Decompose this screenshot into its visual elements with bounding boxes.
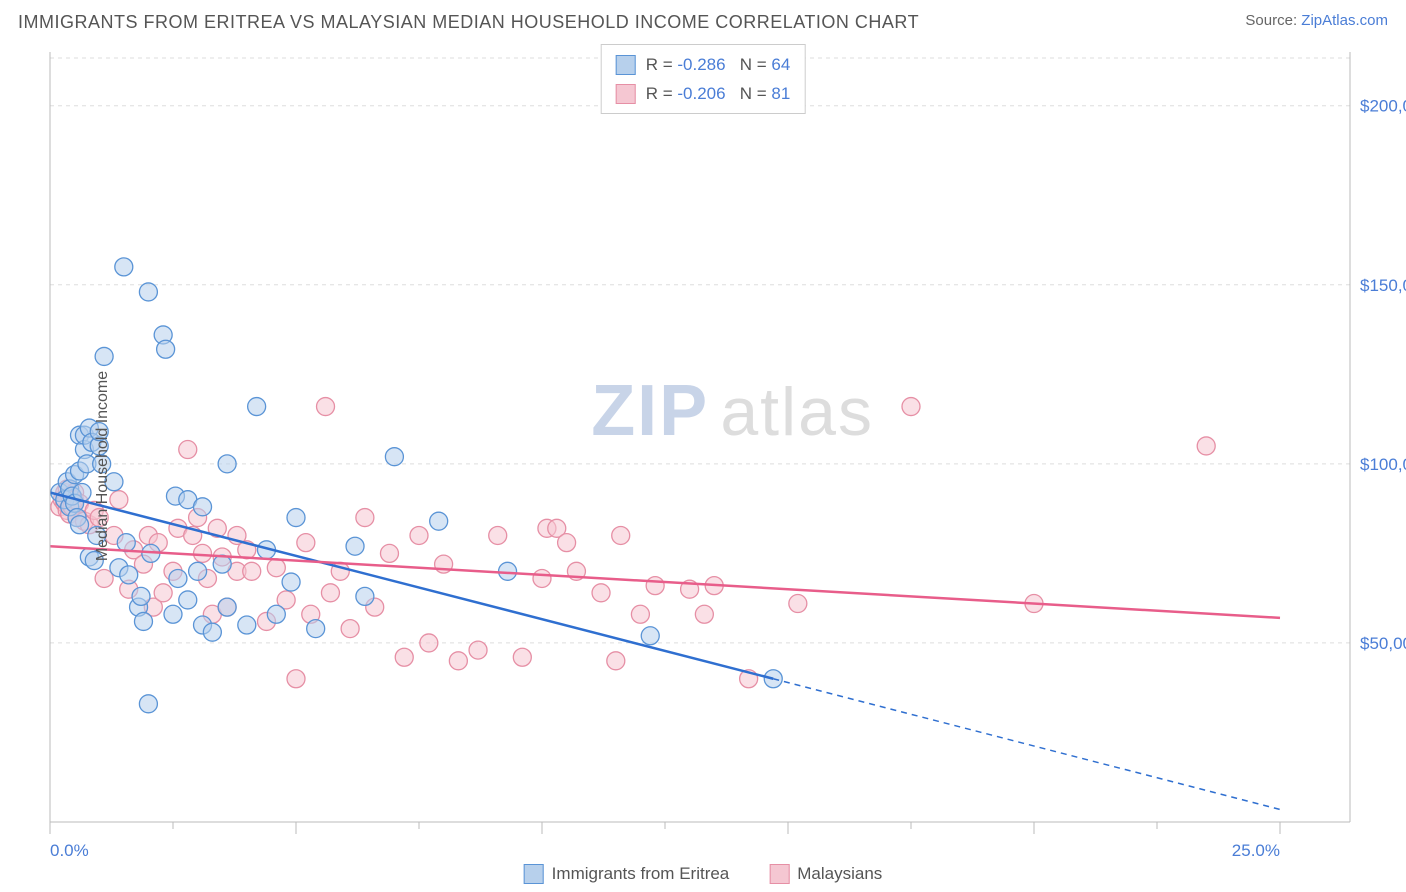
data-point xyxy=(110,491,128,509)
data-point xyxy=(317,398,335,416)
data-point xyxy=(179,591,197,609)
data-point xyxy=(695,605,713,623)
legend-swatch xyxy=(769,864,789,884)
data-point xyxy=(410,526,428,544)
svg-text:$200,000: $200,000 xyxy=(1360,97,1406,116)
data-point xyxy=(132,587,150,605)
data-point xyxy=(203,623,221,641)
series-legend-item: Immigrants from Eritrea xyxy=(524,864,730,884)
data-point xyxy=(533,569,551,587)
data-point xyxy=(218,598,236,616)
data-point xyxy=(243,562,261,580)
data-point xyxy=(117,534,135,552)
data-point xyxy=(267,605,285,623)
data-point xyxy=(789,595,807,613)
data-point xyxy=(395,648,413,666)
legend-swatch xyxy=(524,864,544,884)
series-legend: Immigrants from Eritrea Malaysians xyxy=(524,864,883,884)
data-point xyxy=(115,258,133,276)
data-point xyxy=(420,634,438,652)
data-point xyxy=(287,509,305,527)
svg-text:0.0%: 0.0% xyxy=(50,841,89,860)
data-point xyxy=(902,398,920,416)
data-point xyxy=(120,566,138,584)
data-point xyxy=(592,584,610,602)
data-point xyxy=(513,648,531,666)
data-point xyxy=(341,620,359,638)
stats-legend-row: R = -0.206 N = 81 xyxy=(616,80,791,109)
data-point xyxy=(1197,437,1215,455)
data-point xyxy=(139,695,157,713)
stats-legend-row: R = -0.286 N = 64 xyxy=(616,51,791,80)
data-point xyxy=(194,544,212,562)
data-point xyxy=(282,573,300,591)
data-point xyxy=(154,584,172,602)
data-point xyxy=(238,616,256,634)
regression-line-extrapolated xyxy=(773,679,1280,810)
data-point xyxy=(346,537,364,555)
svg-text:25.0%: 25.0% xyxy=(1232,841,1280,860)
data-point xyxy=(612,526,630,544)
svg-text:$150,000: $150,000 xyxy=(1360,276,1406,295)
data-point xyxy=(218,455,236,473)
data-point xyxy=(95,347,113,365)
source-attribution: Source: ZipAtlas.com xyxy=(1245,12,1388,29)
legend-swatch xyxy=(616,55,636,75)
data-point xyxy=(297,534,315,552)
data-point xyxy=(194,498,212,516)
data-point xyxy=(646,577,664,595)
data-point xyxy=(189,562,207,580)
data-point xyxy=(267,559,285,577)
data-point xyxy=(169,569,187,587)
data-point xyxy=(449,652,467,670)
svg-text:$100,000: $100,000 xyxy=(1360,455,1406,474)
data-point xyxy=(385,448,403,466)
data-point xyxy=(307,620,325,638)
data-point xyxy=(321,584,339,602)
series-legend-item: Malaysians xyxy=(769,864,882,884)
correlation-chart: ZIPatlas 0.0% 25.0% $50,000 $100,000 $150,000… xyxy=(0,40,1406,890)
data-point xyxy=(248,398,266,416)
data-point xyxy=(558,534,576,552)
y-axis-label: Median Household Income xyxy=(94,371,112,561)
data-point xyxy=(139,283,157,301)
chart-title: IMMIGRANTS FROM ERITREA VS MALAYSIAN MED… xyxy=(18,12,919,33)
data-point xyxy=(607,652,625,670)
legend-swatch xyxy=(616,84,636,104)
data-point xyxy=(641,627,659,645)
svg-text:ZIP: ZIP xyxy=(591,371,709,451)
data-point xyxy=(469,641,487,659)
data-point xyxy=(430,512,448,530)
data-point xyxy=(356,509,374,527)
data-point xyxy=(164,605,182,623)
svg-text:$50,000: $50,000 xyxy=(1360,634,1406,653)
data-point xyxy=(380,544,398,562)
data-point xyxy=(157,340,175,358)
data-point xyxy=(179,441,197,459)
data-point xyxy=(356,587,374,605)
data-point xyxy=(71,516,89,534)
data-point xyxy=(631,605,649,623)
data-point xyxy=(134,612,152,630)
stats-legend: R = -0.286 N = 64R = -0.206 N = 81 xyxy=(601,44,806,114)
svg-text:atlas: atlas xyxy=(720,374,874,450)
data-point xyxy=(489,526,507,544)
source-link[interactable]: ZipAtlas.com xyxy=(1301,12,1388,29)
data-point xyxy=(287,670,305,688)
